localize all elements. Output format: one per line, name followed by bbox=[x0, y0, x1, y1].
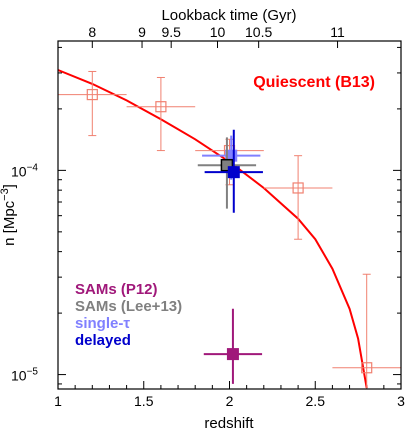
y-tick-label: 10−5 bbox=[11, 367, 38, 384]
y-tick-exponent: −5 bbox=[27, 367, 39, 378]
top-axis-title: Lookback time (Gyr) bbox=[161, 7, 296, 24]
x-tick-label: 3 bbox=[397, 393, 405, 409]
legend-entry: SAMs (Lee+13) bbox=[75, 298, 182, 315]
top-tick-label: 9 bbox=[138, 24, 146, 40]
x-axis-title: redshift bbox=[204, 415, 254, 432]
quiescent-data-point bbox=[263, 155, 333, 240]
y-tick-exponent: −4 bbox=[27, 162, 39, 173]
model-data-point bbox=[204, 129, 263, 213]
filled-square-marker bbox=[226, 348, 239, 361]
y-tick-label: 10−4 bbox=[11, 162, 38, 179]
open-square-marker bbox=[361, 362, 373, 374]
top-tick-label: 9.5 bbox=[161, 24, 181, 40]
y-tick-base: 10 bbox=[11, 163, 27, 179]
x-tick-label: 2 bbox=[226, 393, 234, 409]
top-tick-label: 11 bbox=[330, 24, 345, 40]
quiescent-curve-label: Quiescent (B13) bbox=[253, 74, 375, 91]
open-square-marker bbox=[86, 88, 98, 101]
open-square-marker bbox=[292, 182, 304, 194]
legend: SAMs (P12) SAMs (Lee+13) single-τ delaye… bbox=[75, 281, 182, 349]
open-square-marker bbox=[155, 101, 167, 113]
legend-entry: SAMs (P12) bbox=[75, 281, 158, 298]
plot-frame bbox=[57, 40, 402, 390]
x-tick-label: 2.5 bbox=[306, 393, 326, 409]
legend-entry: single-τ bbox=[75, 315, 130, 332]
y-axis-title-suffix: ] bbox=[1, 184, 18, 188]
legend-entry: delayed bbox=[75, 332, 131, 349]
x-tick-label: 1 bbox=[54, 393, 62, 409]
y-axis-title: n [Mpc−3] bbox=[0, 184, 18, 246]
y-axis-title-exponent: −3 bbox=[0, 188, 11, 201]
model-data-point bbox=[203, 308, 263, 384]
x-tick-label: 1.5 bbox=[134, 393, 154, 409]
filled-square-marker bbox=[220, 158, 234, 172]
model-points-layer bbox=[197, 129, 263, 384]
filled-square-marker bbox=[227, 166, 240, 179]
quiescent-data-point bbox=[58, 70, 127, 137]
y-axis-title-prefix: n [Mpc bbox=[1, 200, 18, 246]
top-tick-label: 10.5 bbox=[245, 24, 272, 40]
top-tick-label: 8 bbox=[88, 24, 96, 40]
y-tick-base: 10 bbox=[11, 368, 27, 384]
quiescent-data-point bbox=[126, 76, 196, 152]
top-tick-label: 10 bbox=[210, 24, 226, 40]
